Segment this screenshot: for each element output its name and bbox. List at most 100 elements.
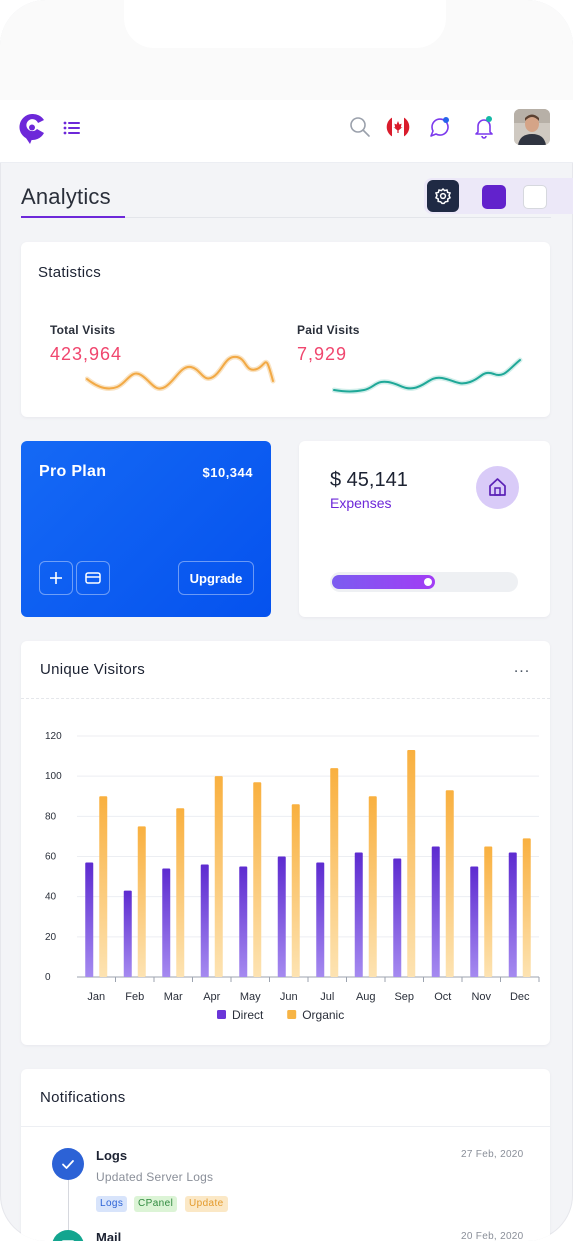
- bar-organic: [291, 804, 300, 977]
- y-tick-label: 80: [45, 811, 57, 822]
- upgrade-label: Upgrade: [189, 571, 243, 586]
- legend-label: Direct: [232, 1008, 264, 1022]
- brand-c-icon[interactable]: [17, 111, 47, 145]
- bar-direct: [200, 864, 209, 977]
- notification-subtitle: Updated Server Logs: [96, 1170, 214, 1184]
- x-tick-label: Jan: [87, 991, 105, 1003]
- plus-icon: [50, 572, 62, 584]
- canada-flag-icon[interactable]: [385, 114, 411, 140]
- bar-direct: [123, 890, 132, 977]
- bar-organic: [253, 782, 262, 977]
- home-icon: [489, 478, 506, 496]
- tag-update[interactable]: Update: [185, 1196, 228, 1212]
- search-icon[interactable]: [347, 114, 373, 140]
- timeline-dot-logs: [52, 1148, 84, 1180]
- bar-organic: [99, 796, 108, 977]
- expenses-progress-fill: [332, 575, 435, 589]
- x-tick-label: Jun: [280, 991, 298, 1003]
- page-title: Analytics: [21, 184, 111, 209]
- x-tick-label: Apr: [203, 991, 220, 1003]
- unique-visitors-title: Unique Visitors: [40, 661, 146, 678]
- bar-direct: [277, 856, 286, 977]
- title-divider: [21, 217, 551, 218]
- paid-visits-value: 7,929: [297, 344, 348, 364]
- timeline-dot-mail: [52, 1230, 84, 1241]
- settings-button[interactable]: [427, 180, 459, 212]
- notifications-card: Notifications Logs Updated Server Logs 2…: [21, 1069, 550, 1241]
- x-tick-label: May: [240, 991, 261, 1003]
- theme-swatch-white[interactable]: [523, 185, 547, 209]
- notification-title[interactable]: Mail: [96, 1230, 122, 1241]
- x-tick-label: Oct: [434, 991, 451, 1003]
- credit-card-icon: [85, 572, 101, 584]
- y-tick-label: 60: [45, 852, 57, 863]
- card-divider: [21, 1126, 550, 1127]
- theme-swatch-purple[interactable]: [482, 185, 506, 209]
- chat-bubble-icon[interactable]: [427, 114, 453, 140]
- bar-direct: [316, 862, 325, 977]
- title-underline: [21, 216, 125, 218]
- bar-organic: [176, 808, 185, 977]
- x-tick-label: Nov: [471, 991, 491, 1003]
- bar-direct: [85, 862, 94, 977]
- y-tick-label: 20: [45, 932, 57, 943]
- hamburger-icon[interactable]: [60, 116, 84, 140]
- statistics-card: Statistics Total Visits 423,964 Paid Vis…: [21, 242, 550, 417]
- x-tick-label: Mar: [164, 991, 183, 1003]
- bar-direct: [470, 866, 479, 977]
- expenses-progress-track: [330, 572, 518, 592]
- bar-organic: [330, 768, 339, 977]
- expenses-value: $ 45,141: [330, 469, 408, 491]
- notification-date: 27 Feb, 2020: [461, 1149, 524, 1160]
- bar-direct: [431, 846, 440, 977]
- timeline-line: [68, 1169, 69, 1241]
- y-tick-label: 0: [45, 972, 51, 983]
- tag-cpanel[interactable]: CPanel: [134, 1196, 178, 1212]
- card-button[interactable]: [76, 561, 110, 595]
- unique-visitors-chart: 0 20 40 60 80 100 120 Jan Feb Mar Apr May Jun Jul Aug S…: [45, 731, 540, 1022]
- notification-date: 20 Feb, 2020: [461, 1231, 524, 1241]
- y-tick-label: 120: [45, 731, 62, 742]
- add-button[interactable]: [39, 561, 73, 595]
- legend-swatch: [217, 1010, 226, 1019]
- total-visits-sparkline: [85, 354, 276, 392]
- x-tick-label: Sep: [394, 991, 414, 1003]
- total-visits-label: Total Visits: [50, 323, 116, 337]
- bar-organic: [368, 796, 377, 977]
- bar-direct: [239, 866, 248, 977]
- bell-icon[interactable]: [471, 114, 497, 140]
- pro-plan-card: Pro Plan $10,344 Upgrade: [21, 441, 271, 617]
- statistics-title: Statistics: [38, 264, 102, 281]
- more-options-button[interactable]: ...: [513, 659, 531, 676]
- mail-icon: [61, 1240, 75, 1241]
- expenses-icon-badge: [476, 466, 519, 509]
- notifications-title: Notifications: [40, 1089, 126, 1106]
- tag-logs[interactable]: Logs: [96, 1196, 128, 1212]
- device-notch: [124, 0, 446, 48]
- bar-direct: [508, 852, 517, 977]
- top-header: [0, 100, 573, 163]
- bar-organic: [407, 750, 416, 977]
- bar-organic: [445, 790, 454, 977]
- x-tick-label: Feb: [125, 991, 144, 1003]
- y-tick-label: 100: [45, 771, 62, 782]
- bar-organic: [137, 826, 146, 977]
- bar-direct: [162, 868, 171, 977]
- pro-plan-price: $10,344: [202, 465, 253, 480]
- y-tick-label: 40: [45, 892, 57, 903]
- x-tick-label: Jul: [320, 991, 334, 1003]
- x-tick-label: Dec: [510, 991, 530, 1003]
- legend-label: Organic: [302, 1008, 344, 1022]
- upgrade-button[interactable]: Upgrade: [178, 561, 254, 595]
- bar-organic: [484, 846, 493, 977]
- paid-visits-sparkline: [332, 357, 523, 394]
- progress-handle: [424, 578, 432, 586]
- legend-swatch: [287, 1010, 297, 1019]
- notification-title[interactable]: Logs: [96, 1148, 128, 1163]
- total-visits-value: 423,964: [50, 344, 123, 364]
- gear-icon: [434, 187, 452, 205]
- paid-visits-label: Paid Visits: [297, 323, 360, 337]
- user-avatar[interactable]: [514, 109, 550, 145]
- unique-visitors-card: Unique Visitors ... 0 20 40 60 80 100 120 Jan Fe…: [21, 641, 550, 1045]
- bar-direct: [354, 852, 363, 977]
